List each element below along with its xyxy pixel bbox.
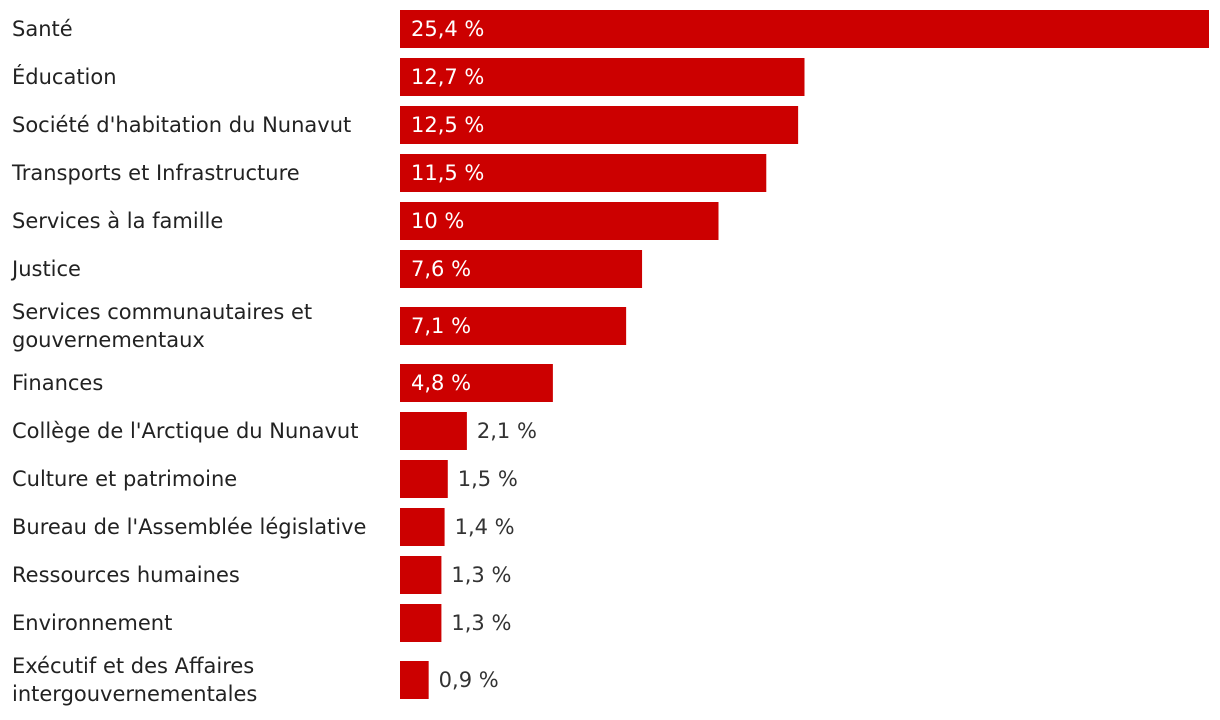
category-label-justice: Justice: [10, 257, 81, 281]
category-label-line: Services à la famille: [12, 209, 223, 233]
bar-societe-d-habitation-du-nunavut: [400, 106, 799, 144]
value-label-college-de-l-arctique-du-nunavut: 2,1 %: [477, 419, 537, 443]
bar-education: [400, 58, 805, 96]
category-label-sante: Santé: [12, 17, 73, 41]
category-label-ressources-humaines: Ressources humaines: [12, 563, 240, 587]
category-label-finances: Finances: [12, 371, 103, 395]
category-label-line: Exécutif et des Affaires: [12, 654, 254, 678]
category-label-executif-et-des-affaires-intergouvernementales: Exécutif et des Affaires intergouvernemen…: [12, 654, 257, 706]
category-label-line: Collège de l'Arctique du Nunavut: [12, 419, 358, 443]
value-label-sante: 25,4 %: [411, 17, 484, 41]
bar-bureau-de-l-assemblee-legislative: [400, 508, 445, 546]
bar-executif-et-des-affaires-intergouvernementales: [400, 661, 429, 699]
category-label-line: Éducation: [12, 64, 117, 89]
category-label-line: Justice: [10, 257, 81, 281]
category-label-line: Services communautaires et: [12, 300, 312, 324]
bar-ressources-humaines: [400, 556, 442, 594]
value-label-societe-d-habitation-du-nunavut: 12,5 %: [411, 113, 484, 137]
bar-culture-et-patrimoine: [400, 460, 448, 498]
value-label-culture-et-patrimoine: 1,5 %: [458, 467, 518, 491]
category-label-line: gouvernementaux: [12, 328, 205, 352]
category-label-line: Ressources humaines: [12, 563, 240, 587]
category-label-line: Culture et patrimoine: [12, 467, 237, 491]
category-label-line: Transports et Infrastructure: [11, 161, 300, 185]
value-label-executif-et-des-affaires-intergouvernementales: 0,9 %: [439, 668, 499, 692]
category-label-bureau-de-l-assemblee-legislative: Bureau de l'Assemblée législative: [12, 515, 366, 539]
category-label-line: Société d'habitation du Nunavut: [12, 113, 351, 137]
bar-college-de-l-arctique-du-nunavut: [400, 412, 467, 450]
category-label-societe-d-habitation-du-nunavut: Société d'habitation du Nunavut: [12, 113, 351, 137]
category-label-education: Éducation: [12, 64, 117, 89]
category-label-college-de-l-arctique-du-nunavut: Collège de l'Arctique du Nunavut: [12, 419, 358, 443]
bar-sante: [400, 10, 1209, 48]
category-label-line: Santé: [12, 17, 73, 41]
value-label-services-a-la-famille: 10 %: [411, 209, 464, 233]
bar-transports-et-infrastructure: [400, 154, 767, 192]
category-label-environnement: Environnement: [12, 611, 172, 635]
value-label-justice: 7,6 %: [411, 257, 471, 281]
value-label-transports-et-infrastructure: 11,5 %: [411, 161, 484, 185]
category-label-culture-et-patrimoine: Culture et patrimoine: [12, 467, 237, 491]
bar-services-a-la-famille: [400, 202, 719, 240]
value-label-ressources-humaines: 1,3 %: [451, 563, 511, 587]
category-label-transports-et-infrastructure: Transports et Infrastructure: [11, 161, 300, 185]
value-label-finances: 4,8 %: [411, 371, 471, 395]
category-label-line: Finances: [12, 371, 103, 395]
value-label-education: 12,7 %: [411, 65, 484, 89]
category-label-services-communautaires-et-gouvernementaux: Services communautaires et gouvernementau…: [12, 300, 312, 352]
category-label-services-a-la-famille: Services à la famille: [12, 209, 223, 233]
bar-environnement: [400, 604, 442, 642]
category-label-line: intergouvernementales: [12, 682, 257, 706]
bar-finances: [400, 364, 553, 402]
value-label-bureau-de-l-assemblee-legislative: 1,4 %: [455, 515, 515, 539]
value-label-services-communautaires-et-gouvernementaux: 7,1 %: [411, 314, 471, 338]
bar-services-communautaires-et-gouvernementaux: [400, 307, 627, 345]
category-label-line: Bureau de l'Assemblée législative: [12, 515, 366, 539]
category-label-line: Environnement: [12, 611, 172, 635]
bar-justice: [400, 250, 643, 288]
value-label-environnement: 1,3 %: [451, 611, 511, 635]
